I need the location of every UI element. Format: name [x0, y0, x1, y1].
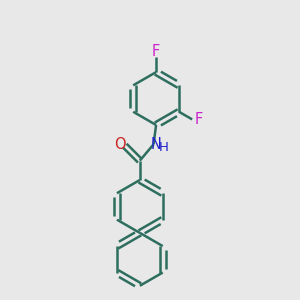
Text: H: H: [159, 141, 169, 154]
Text: O: O: [114, 137, 126, 152]
Text: N: N: [150, 137, 161, 152]
Text: F: F: [194, 112, 202, 127]
Text: F: F: [152, 44, 160, 59]
